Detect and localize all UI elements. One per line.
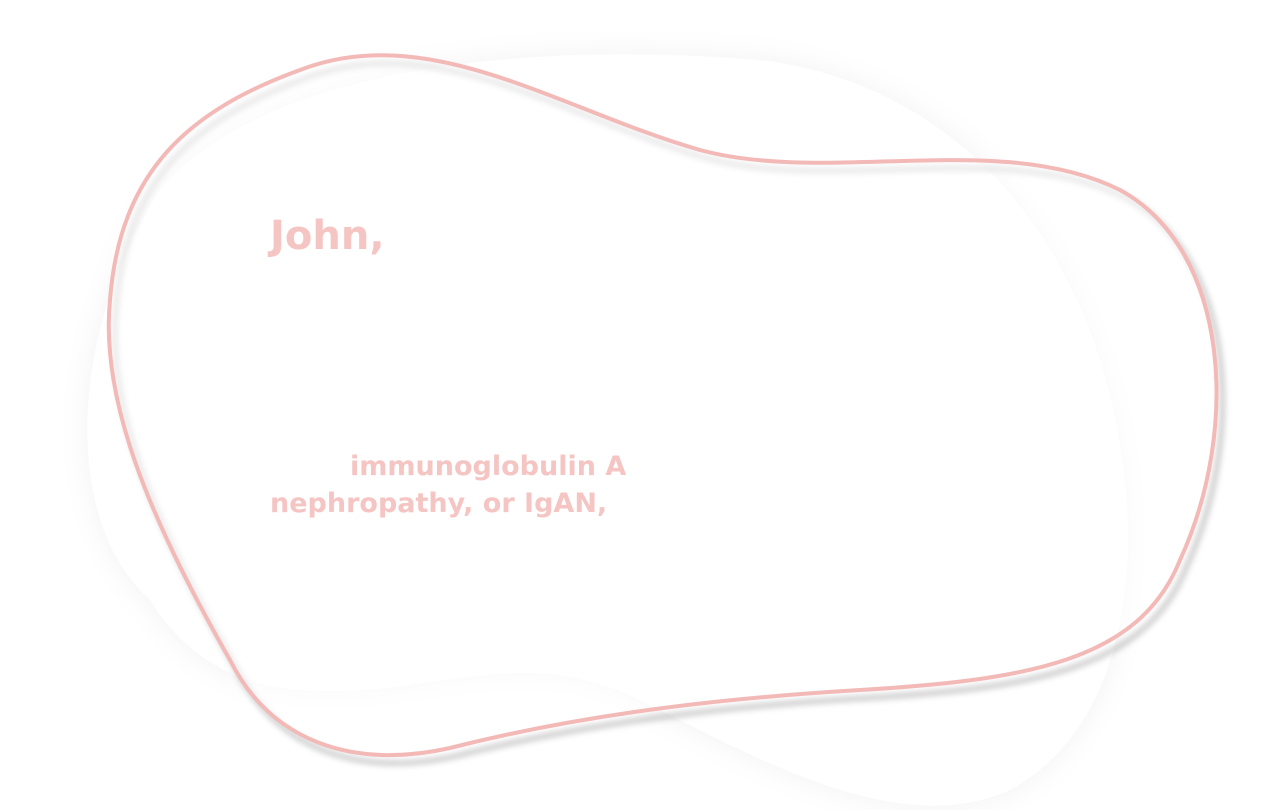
message-text: immunoglobulin A nephropathy, or IgAN, (270, 448, 730, 522)
greeting-text: John, (270, 213, 385, 259)
message-line-2: nephropathy, or IgAN, (270, 488, 608, 519)
message-line-1: immunoglobulin A (350, 451, 627, 482)
inner-blob (106, 53, 1219, 757)
